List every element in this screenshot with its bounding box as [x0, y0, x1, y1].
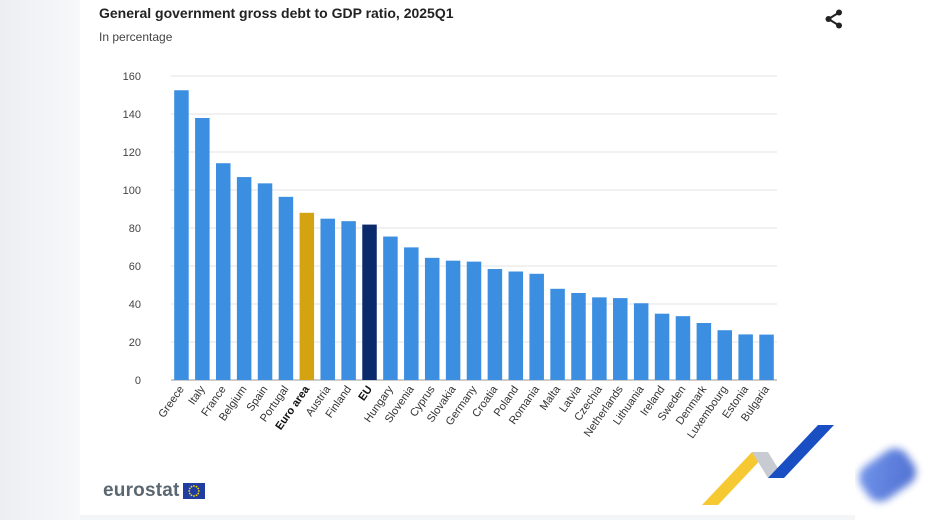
bar-luxembourg[interactable]: [717, 330, 733, 380]
y-tick-label: 160: [123, 71, 141, 83]
bar-croatia[interactable]: [487, 269, 503, 380]
y-tick-label: 0: [135, 375, 141, 387]
bar-lithuania[interactable]: [633, 303, 649, 380]
background-left-panel: [0, 0, 80, 520]
chart-bars: [174, 90, 774, 381]
bar-greece[interactable]: [174, 90, 189, 380]
bar-latvia[interactable]: [571, 292, 586, 380]
eu-flag-icon: [182, 483, 205, 499]
x-axis-labels: Greece ItalyFranceBelgiumSpainPortugalEur…: [156, 383, 772, 441]
y-tick-label: 120: [123, 147, 141, 159]
decorative-ribbon-icon: [702, 425, 834, 505]
bar-sweden[interactable]: [675, 316, 691, 380]
bar-netherlands[interactable]: [613, 298, 628, 380]
bar-eu[interactable]: [362, 224, 377, 380]
chart-title: General government gross debt to GDP rat…: [99, 5, 454, 21]
bar-ireland[interactable]: [654, 313, 670, 380]
bar-portugal[interactable]: [278, 196, 294, 380]
bar-euro-area[interactable]: [299, 212, 315, 380]
bar-chart: 0 20 40 60 80 100 120 140 160 Greece ItalyFranceB…: [123, 71, 777, 441]
bar-bulgaria[interactable]: [759, 334, 774, 380]
y-tick-label: 40: [129, 299, 141, 311]
x-category-label: Greece: [156, 384, 187, 420]
x-category-label: EU: [356, 384, 375, 403]
logo-text: eurostat: [103, 480, 180, 501]
bar-austria[interactable]: [320, 218, 335, 380]
eurostat-logo: eurostat: [103, 480, 205, 502]
y-tick-label: 80: [129, 223, 141, 235]
chart-card: General government gross debt to GDP rat…: [80, 0, 855, 515]
y-tick-label: 20: [129, 337, 141, 349]
bar-finland[interactable]: [341, 221, 356, 380]
y-tick-label: 60: [129, 261, 141, 273]
bar-romania[interactable]: [529, 273, 544, 380]
bar-hungary[interactable]: [383, 236, 398, 380]
bar-belgium[interactable]: [236, 177, 252, 380]
bar-germany[interactable]: [466, 261, 482, 380]
bar-slovenia[interactable]: [404, 247, 419, 380]
bar-slovakia[interactable]: [445, 260, 461, 380]
bar-italy[interactable]: [195, 117, 210, 381]
background-right-panel: [855, 0, 925, 520]
bar-malta[interactable]: [550, 288, 565, 380]
share-icon[interactable]: [823, 8, 845, 30]
chart-subtitle: In percentage: [99, 30, 173, 44]
bar-france[interactable]: [215, 163, 231, 380]
bar-estonia[interactable]: [738, 334, 753, 380]
bar-czechia[interactable]: [592, 297, 607, 380]
y-tick-label: 140: [123, 109, 141, 121]
y-tick-label: 100: [123, 185, 141, 197]
bar-cyprus[interactable]: [424, 257, 440, 380]
bar-poland[interactable]: [508, 271, 524, 380]
bar-denmark[interactable]: [696, 323, 712, 380]
y-axis-ticks: 0 20 40 60 80 100 120 140 160: [123, 71, 141, 387]
bar-spain[interactable]: [257, 183, 273, 380]
